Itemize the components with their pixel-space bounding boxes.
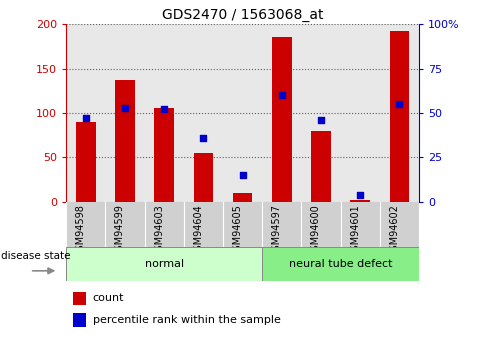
- Bar: [390, 31, 409, 202]
- Bar: [311, 131, 331, 202]
- Text: GSM94605: GSM94605: [233, 204, 243, 257]
- Bar: [233, 193, 252, 202]
- Point: [317, 117, 325, 123]
- Point: [395, 101, 403, 107]
- Point: [121, 105, 129, 110]
- Text: disease state: disease state: [1, 252, 71, 261]
- Bar: [73, 313, 86, 327]
- Text: GSM94600: GSM94600: [311, 204, 321, 257]
- Text: percentile rank within the sample: percentile rank within the sample: [93, 315, 280, 325]
- Text: neural tube defect: neural tube defect: [289, 259, 392, 269]
- Point: [82, 116, 90, 121]
- Point: [356, 192, 364, 197]
- Text: GSM94599: GSM94599: [115, 204, 125, 257]
- Text: normal: normal: [145, 259, 184, 269]
- Point: [239, 172, 246, 178]
- Text: GSM94597: GSM94597: [272, 204, 282, 257]
- Text: GSM94603: GSM94603: [154, 204, 164, 257]
- Bar: [262, 247, 419, 281]
- Text: GSM94602: GSM94602: [390, 204, 399, 257]
- Bar: [154, 108, 174, 202]
- Bar: [115, 80, 135, 202]
- Point: [160, 107, 168, 112]
- Bar: [73, 292, 86, 305]
- Bar: [194, 153, 213, 202]
- Title: GDS2470 / 1563068_at: GDS2470 / 1563068_at: [162, 8, 323, 22]
- Bar: [66, 247, 262, 281]
- Bar: [76, 122, 96, 202]
- Text: GSM94598: GSM94598: [76, 204, 86, 257]
- Bar: [272, 38, 292, 202]
- Point: [278, 92, 286, 98]
- Bar: [350, 200, 370, 202]
- Text: GSM94604: GSM94604: [194, 204, 203, 257]
- Point: [199, 135, 207, 141]
- Text: count: count: [93, 294, 124, 304]
- Text: GSM94601: GSM94601: [350, 204, 360, 257]
